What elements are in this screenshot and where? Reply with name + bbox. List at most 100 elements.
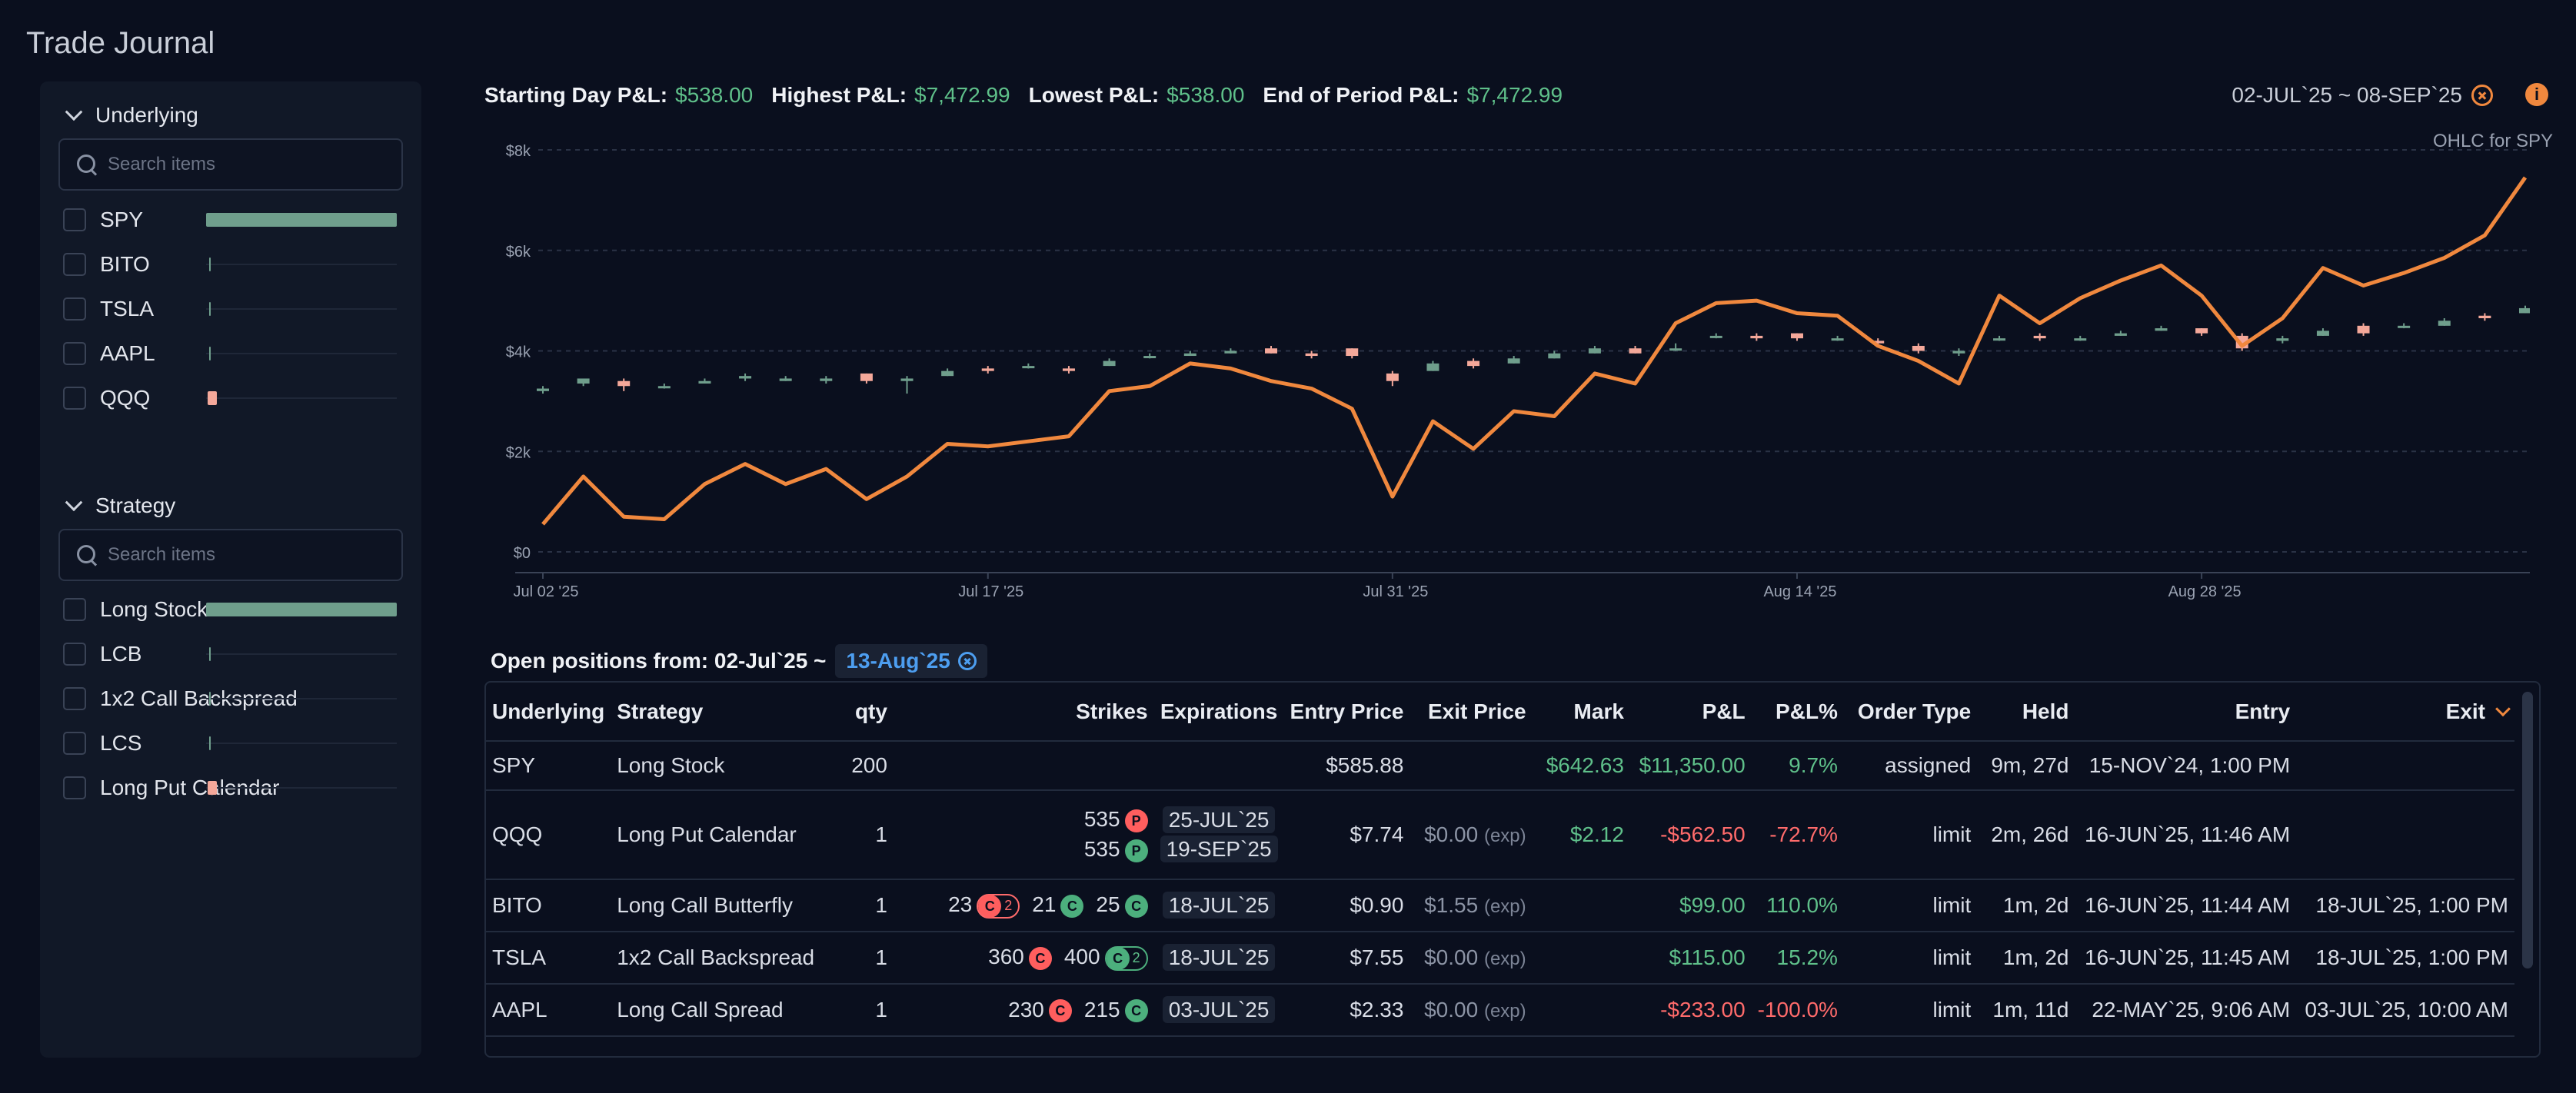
filter-item-underlying[interactable]: BITO xyxy=(63,249,401,280)
strike-value: 535 xyxy=(1083,837,1120,861)
underlying-section-title: Underlying xyxy=(95,103,198,127)
checkbox[interactable] xyxy=(63,643,86,666)
filter-item-bar xyxy=(208,781,217,795)
entry-price-cell: $7.74 xyxy=(1283,790,1410,880)
column-header[interactable]: Exit xyxy=(2296,683,2514,742)
strategy-search xyxy=(58,529,403,581)
exit-price-value: $0.00 xyxy=(1424,945,1479,969)
clear-date-icon[interactable] xyxy=(957,652,977,670)
option-type-badge: C xyxy=(978,894,1002,918)
expired-suffix: (exp) xyxy=(1483,896,1526,917)
filter-item-label: Long Stock xyxy=(100,597,208,621)
candle-body xyxy=(1467,360,1480,367)
clear-date-range-icon[interactable] xyxy=(2471,85,2493,106)
exit-price-cell: $1.55 (exp) xyxy=(1409,879,1533,932)
table-row[interactable]: TSLA 1x2 Call Backspread 1 360 C 400 C 2 18-JUL`… xyxy=(486,932,2514,985)
position-date-chip[interactable]: 13-Aug`25 xyxy=(835,644,987,678)
filter-item-strategy[interactable]: Long Put Calendar xyxy=(63,772,401,803)
sort-chevron-icon[interactable] xyxy=(2495,700,2511,716)
candle-body xyxy=(2357,325,2370,334)
column-header-label: Exit Price xyxy=(1428,699,1526,723)
checkbox[interactable] xyxy=(63,732,86,755)
checkbox[interactable] xyxy=(63,253,86,276)
column-header[interactable]: Mark xyxy=(1532,683,1630,742)
candle-body xyxy=(1346,348,1359,357)
checkbox[interactable] xyxy=(63,687,86,710)
column-header[interactable]: Underlying xyxy=(486,683,611,742)
expirations-cell: 03-JUL`25 xyxy=(1153,984,1284,1037)
strike-value: 21 xyxy=(1032,892,1057,917)
held-cell: 1m, 11d xyxy=(1977,984,2075,1037)
filter-item-underlying[interactable]: SPY xyxy=(63,204,401,235)
filter-item-strategy[interactable]: Long Stock xyxy=(63,594,401,625)
x-tick-label: Jul 17 '25 xyxy=(958,583,1023,600)
strategy-section-toggle[interactable]: Strategy xyxy=(63,493,175,518)
filter-item-bar xyxy=(206,603,397,616)
entry-price-cell: $585.88 xyxy=(1283,741,1410,791)
strategy-section-title: Strategy xyxy=(95,493,176,517)
pnl-cell: $11,350.00 xyxy=(1629,741,1752,791)
positions-table: Underlying Strategy qty Strikes Expirations E… xyxy=(486,683,2514,1037)
expiration-line: 18-JUL`25 xyxy=(1160,944,1278,971)
pnl-pct-cell: 9.7% xyxy=(1751,741,1844,791)
candle-body xyxy=(1750,335,1763,339)
filter-item-underlying[interactable]: TSLA xyxy=(63,294,401,324)
pnl-pct-cell: -100.0% xyxy=(1751,984,1844,1037)
table-row[interactable]: BITO Long Call Butterfly 1 23 C 2 21 C 25 C 18-JUL… xyxy=(486,879,2514,932)
option-type-badge: C xyxy=(1124,894,1148,918)
column-header[interactable]: P&L% xyxy=(1751,683,1844,742)
checkbox[interactable] xyxy=(63,208,86,231)
highest-pnl-label: Highest P&L: xyxy=(771,83,907,107)
checkbox[interactable] xyxy=(63,342,86,365)
entry-time-cell: 15-NOV`24, 1:00 PM xyxy=(2075,741,2297,791)
underlying-section-toggle[interactable]: Underlying xyxy=(63,103,198,128)
checkbox[interactable] xyxy=(63,776,86,799)
column-header[interactable]: Exit Price xyxy=(1409,683,1533,742)
exit-time-cell: 03-JUL`25, 10:00 AM xyxy=(2296,984,2514,1037)
expired-suffix: (exp) xyxy=(1483,948,1526,969)
candle-body xyxy=(2478,315,2491,319)
candle-body xyxy=(1629,348,1642,354)
expiration-line: 03-JUL`25 xyxy=(1160,996,1278,1023)
expiration-line: 25-JUL`25 xyxy=(1160,806,1278,833)
column-header[interactable]: Expirations xyxy=(1153,683,1284,742)
table-row[interactable]: SPY Long Stock 200 $585.88 $642.63 $11,350.00… xyxy=(486,741,2514,791)
underlying-search-input[interactable] xyxy=(108,154,384,175)
pnl-chart: $0 $2k $4k $6k $8k Jul 02 '25 Jul 17 '25 Jul 31… xyxy=(506,143,2530,600)
filter-item-strategy[interactable]: LCS xyxy=(63,728,401,759)
filter-item-underlying[interactable]: QQQ xyxy=(63,383,401,414)
column-header[interactable]: Entry xyxy=(2075,683,2297,742)
column-header[interactable]: Entry Price xyxy=(1283,683,1410,742)
column-header[interactable]: Strikes xyxy=(893,683,1154,742)
checkbox[interactable] xyxy=(63,387,86,410)
filter-item-bar xyxy=(206,213,397,227)
filter-item-track xyxy=(206,353,397,354)
y-tick-label: $6k xyxy=(506,244,531,261)
strategy-search-input[interactable] xyxy=(108,544,384,566)
column-header[interactable]: qty xyxy=(825,683,894,742)
column-header[interactable]: Order Type xyxy=(1843,683,1978,742)
filter-item-strategy[interactable]: LCB xyxy=(63,639,401,669)
candle-body xyxy=(1386,373,1399,381)
highest-pnl-value: $7,472.99 xyxy=(914,83,1010,107)
column-header[interactable]: Held xyxy=(1977,683,2075,742)
expired-suffix: (exp) xyxy=(1483,1001,1526,1022)
info-icon[interactable]: i xyxy=(2525,83,2548,106)
candle-body xyxy=(900,378,914,381)
column-header[interactable]: P&L xyxy=(1629,683,1752,742)
filter-item-underlying[interactable]: AAPL xyxy=(63,338,401,369)
entry-price-cell: $0.90 xyxy=(1283,879,1410,932)
positions-table-container: Underlying Strategy qty Strikes Expirations E… xyxy=(484,681,2541,1058)
filter-item-track xyxy=(206,743,397,744)
checkbox[interactable] xyxy=(63,598,86,621)
table-row[interactable]: AAPL Long Call Spread 1 230 C 215 C 03-JUL`25 $2… xyxy=(486,984,2514,1037)
table-scrollbar[interactable] xyxy=(2522,692,2533,968)
checkbox[interactable] xyxy=(63,297,86,321)
table-row[interactable]: QQQ Long Put Calendar 1 535 P 535 P 25-JUL`25 19… xyxy=(486,790,2514,880)
order-type-cell: limit xyxy=(1843,984,1978,1037)
date-range-filter[interactable]: 02-JUL`25 ~ 08-SEP`25 xyxy=(2232,83,2493,108)
column-header[interactable]: Strategy xyxy=(611,683,826,742)
filter-item-strategy[interactable]: 1x2 Call Backspread xyxy=(63,683,401,714)
strikes-cell xyxy=(893,741,1154,791)
